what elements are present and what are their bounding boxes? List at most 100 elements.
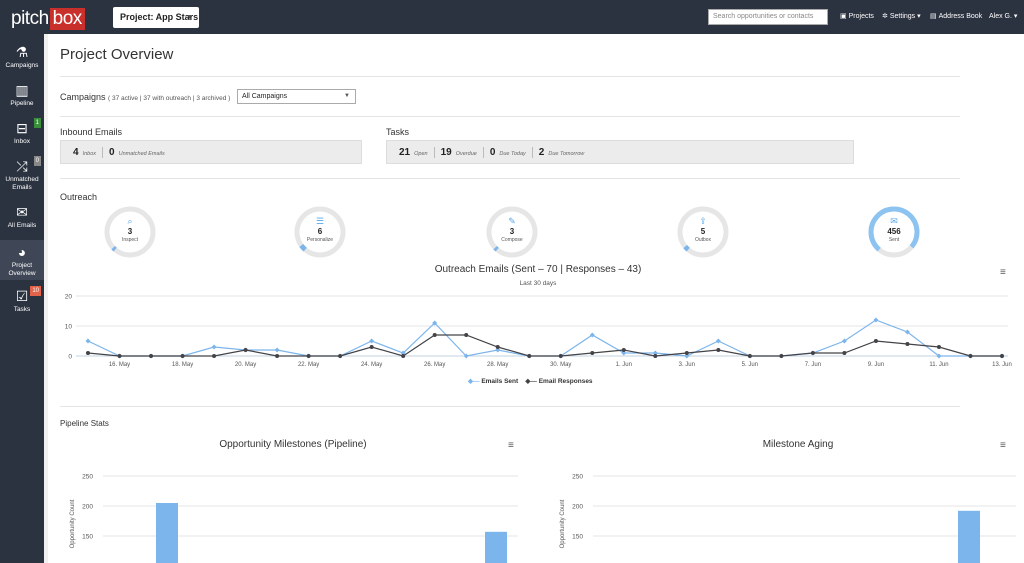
unmatched-count-badge: 0 (33, 156, 41, 166)
sidebar-item-tasks[interactable]: ☑ Tasks 10 (0, 286, 44, 318)
logo-text: pitch (11, 8, 49, 29)
data-point (715, 338, 721, 344)
outreach-ring-inspect[interactable]: ⌕ 3 Inspect (102, 204, 158, 260)
task-stat-overdue[interactable]: 19 Overdue (440, 146, 484, 158)
checkbox-icon: ☑ (15, 288, 29, 304)
sidebar-item-campaigns[interactable]: ⚗ Campaigns (0, 44, 44, 76)
nav-projects-label: Projects (848, 13, 874, 20)
hamburger-menu-icon[interactable]: ≡ (1000, 440, 1006, 451)
outreach-ring-compose[interactable]: ✎ 3 Compose (484, 204, 540, 260)
data-point (621, 348, 626, 352)
x-tick-label: 11. Jun (929, 362, 948, 368)
inbound-stat-unmatched[interactable]: 0 Unmatched Emails (109, 147, 171, 158)
nav-user-menu[interactable]: Alex G. ▾ (989, 13, 1018, 20)
ring-track (294, 206, 346, 258)
data-point (432, 320, 438, 326)
ring-progress (104, 206, 156, 258)
legend-item-email-responses[interactable]: ◆— Email Responses (525, 378, 592, 385)
sidebar-item-unmatched-emails[interactable]: ⤮ Unmatched Emails 0 (0, 156, 44, 194)
ring-progress (677, 206, 729, 258)
project-select[interactable]: Project: App Stars ▼ (113, 7, 199, 28)
data-point (873, 317, 879, 323)
ring-count: 3 (127, 227, 133, 236)
shuffle-icon: ⤮ (16, 158, 28, 174)
y-tick-label: 10 (65, 324, 73, 331)
data-point (1000, 354, 1004, 358)
nav-address-book[interactable]: ▤ Address Book (930, 12, 982, 20)
briefcase-icon: ▣ (840, 13, 847, 20)
hamburger-menu-icon[interactable]: ≡ (1000, 267, 1006, 278)
stat-number: 21 (399, 146, 411, 158)
line-chart-title: Outreach Emails (Sent – 70 | Responses –… (434, 264, 642, 275)
series-line-email-responses (87, 334, 1002, 357)
y-axis-label: Opportunity Count (70, 499, 76, 548)
data-point (369, 338, 375, 344)
legend-item-emails-sent[interactable]: ◆— Emails Sent (468, 378, 518, 385)
y-tick-label: 150 (82, 534, 93, 541)
sidebar-item-label: Unmatched Emails (5, 176, 39, 191)
x-tick-label: 22. May (298, 362, 319, 368)
data-point (275, 354, 280, 358)
inbox-count-badge: 1 (33, 118, 41, 128)
y-tick-label: 20 (65, 294, 73, 301)
x-tick-label: 5. Jun (742, 362, 758, 368)
data-point (149, 354, 154, 358)
sidebar-item-pipeline[interactable]: ▥ Pipeline (0, 82, 44, 112)
sidebar-item-inbox[interactable]: ⊟ Inbox 1 (0, 118, 44, 150)
data-point (495, 345, 500, 349)
data-point (842, 351, 847, 355)
ring-gauge (486, 206, 538, 258)
bar (485, 531, 507, 563)
data-point (369, 345, 374, 349)
data-point (400, 350, 406, 356)
data-point (621, 350, 627, 356)
divider (60, 116, 960, 117)
data-point (180, 354, 185, 358)
ring-track (677, 206, 729, 258)
flask-icon: ⚗ (15, 44, 29, 60)
sidebar-item-label: All Emails (7, 222, 37, 229)
data-point (495, 347, 501, 353)
outreach-ring-outbox[interactable]: ⇪ 5 Outbox (675, 204, 731, 260)
divider (60, 76, 960, 77)
task-stat-due-today[interactable]: 0 Due Today (490, 146, 533, 158)
campaign-filter-select[interactable]: All Campaigns ▼ (237, 89, 356, 104)
data-point (527, 354, 532, 358)
inbound-stat-inbox[interactable]: 4 Inbox (73, 146, 104, 158)
nav-settings[interactable]: ✲ Settings ▾ (882, 13, 921, 20)
x-tick-label: 24. May (361, 362, 382, 368)
data-point (432, 333, 437, 337)
task-stat-open[interactable]: 21 Open (399, 146, 435, 158)
legend-label: Emails Sent (481, 378, 519, 385)
stat-number: 19 (440, 146, 452, 158)
legend-marker: ◆— (468, 378, 480, 385)
outreach-ring-personalize[interactable]: ☰ 6 Personalize (292, 204, 348, 260)
campaigns-row: Campaigns ( 37 active | 37 with outreach… (60, 92, 230, 102)
x-tick-label: 28. May (487, 362, 508, 368)
x-tick-label: 18. May (172, 362, 193, 368)
data-point (747, 354, 752, 358)
legend-marker: ◆— (525, 378, 537, 385)
bar-chart-icon: ▥ (15, 82, 29, 98)
bar (958, 510, 980, 563)
x-tick-label: 16. May (109, 362, 130, 368)
top-navbar: pitch box Project: App Stars ▼ Search oppo… (0, 0, 1024, 34)
task-stat-due-tomorrow[interactable]: 2 Due Tomorrow (539, 147, 590, 158)
series-line-emails-sent (87, 319, 1002, 357)
search-input[interactable]: Search opportunities or contacts (708, 9, 828, 25)
outreach-ring-sent[interactable]: ✉ 456 Sent (866, 204, 922, 260)
x-tick-label: 26. May (424, 362, 445, 368)
logo[interactable]: pitch box (11, 8, 85, 30)
sidebar-item-project-overview[interactable]: ◕ Project Overview (0, 240, 44, 280)
sidebar: ⚗ Campaigns ▥ Pipeline ⊟ Inbox 1 ⤮ Unmatched… (0, 34, 44, 563)
nav-projects[interactable]: ▣ Projects (840, 12, 874, 20)
x-tick-label: 20. May (235, 362, 256, 368)
x-tick-label: 3. Jun (679, 362, 695, 368)
sidebar-item-all-emails[interactable]: ✉ All Emails (0, 204, 44, 234)
stat-label: Inbox (82, 150, 97, 157)
campaigns-label: Campaigns (60, 92, 106, 102)
book-icon: ▤ (930, 13, 937, 20)
line-chart-subtitle: Last 30 days (519, 280, 557, 287)
ring-label: Compose (501, 237, 523, 243)
hamburger-menu-icon[interactable]: ≡ (508, 440, 514, 451)
